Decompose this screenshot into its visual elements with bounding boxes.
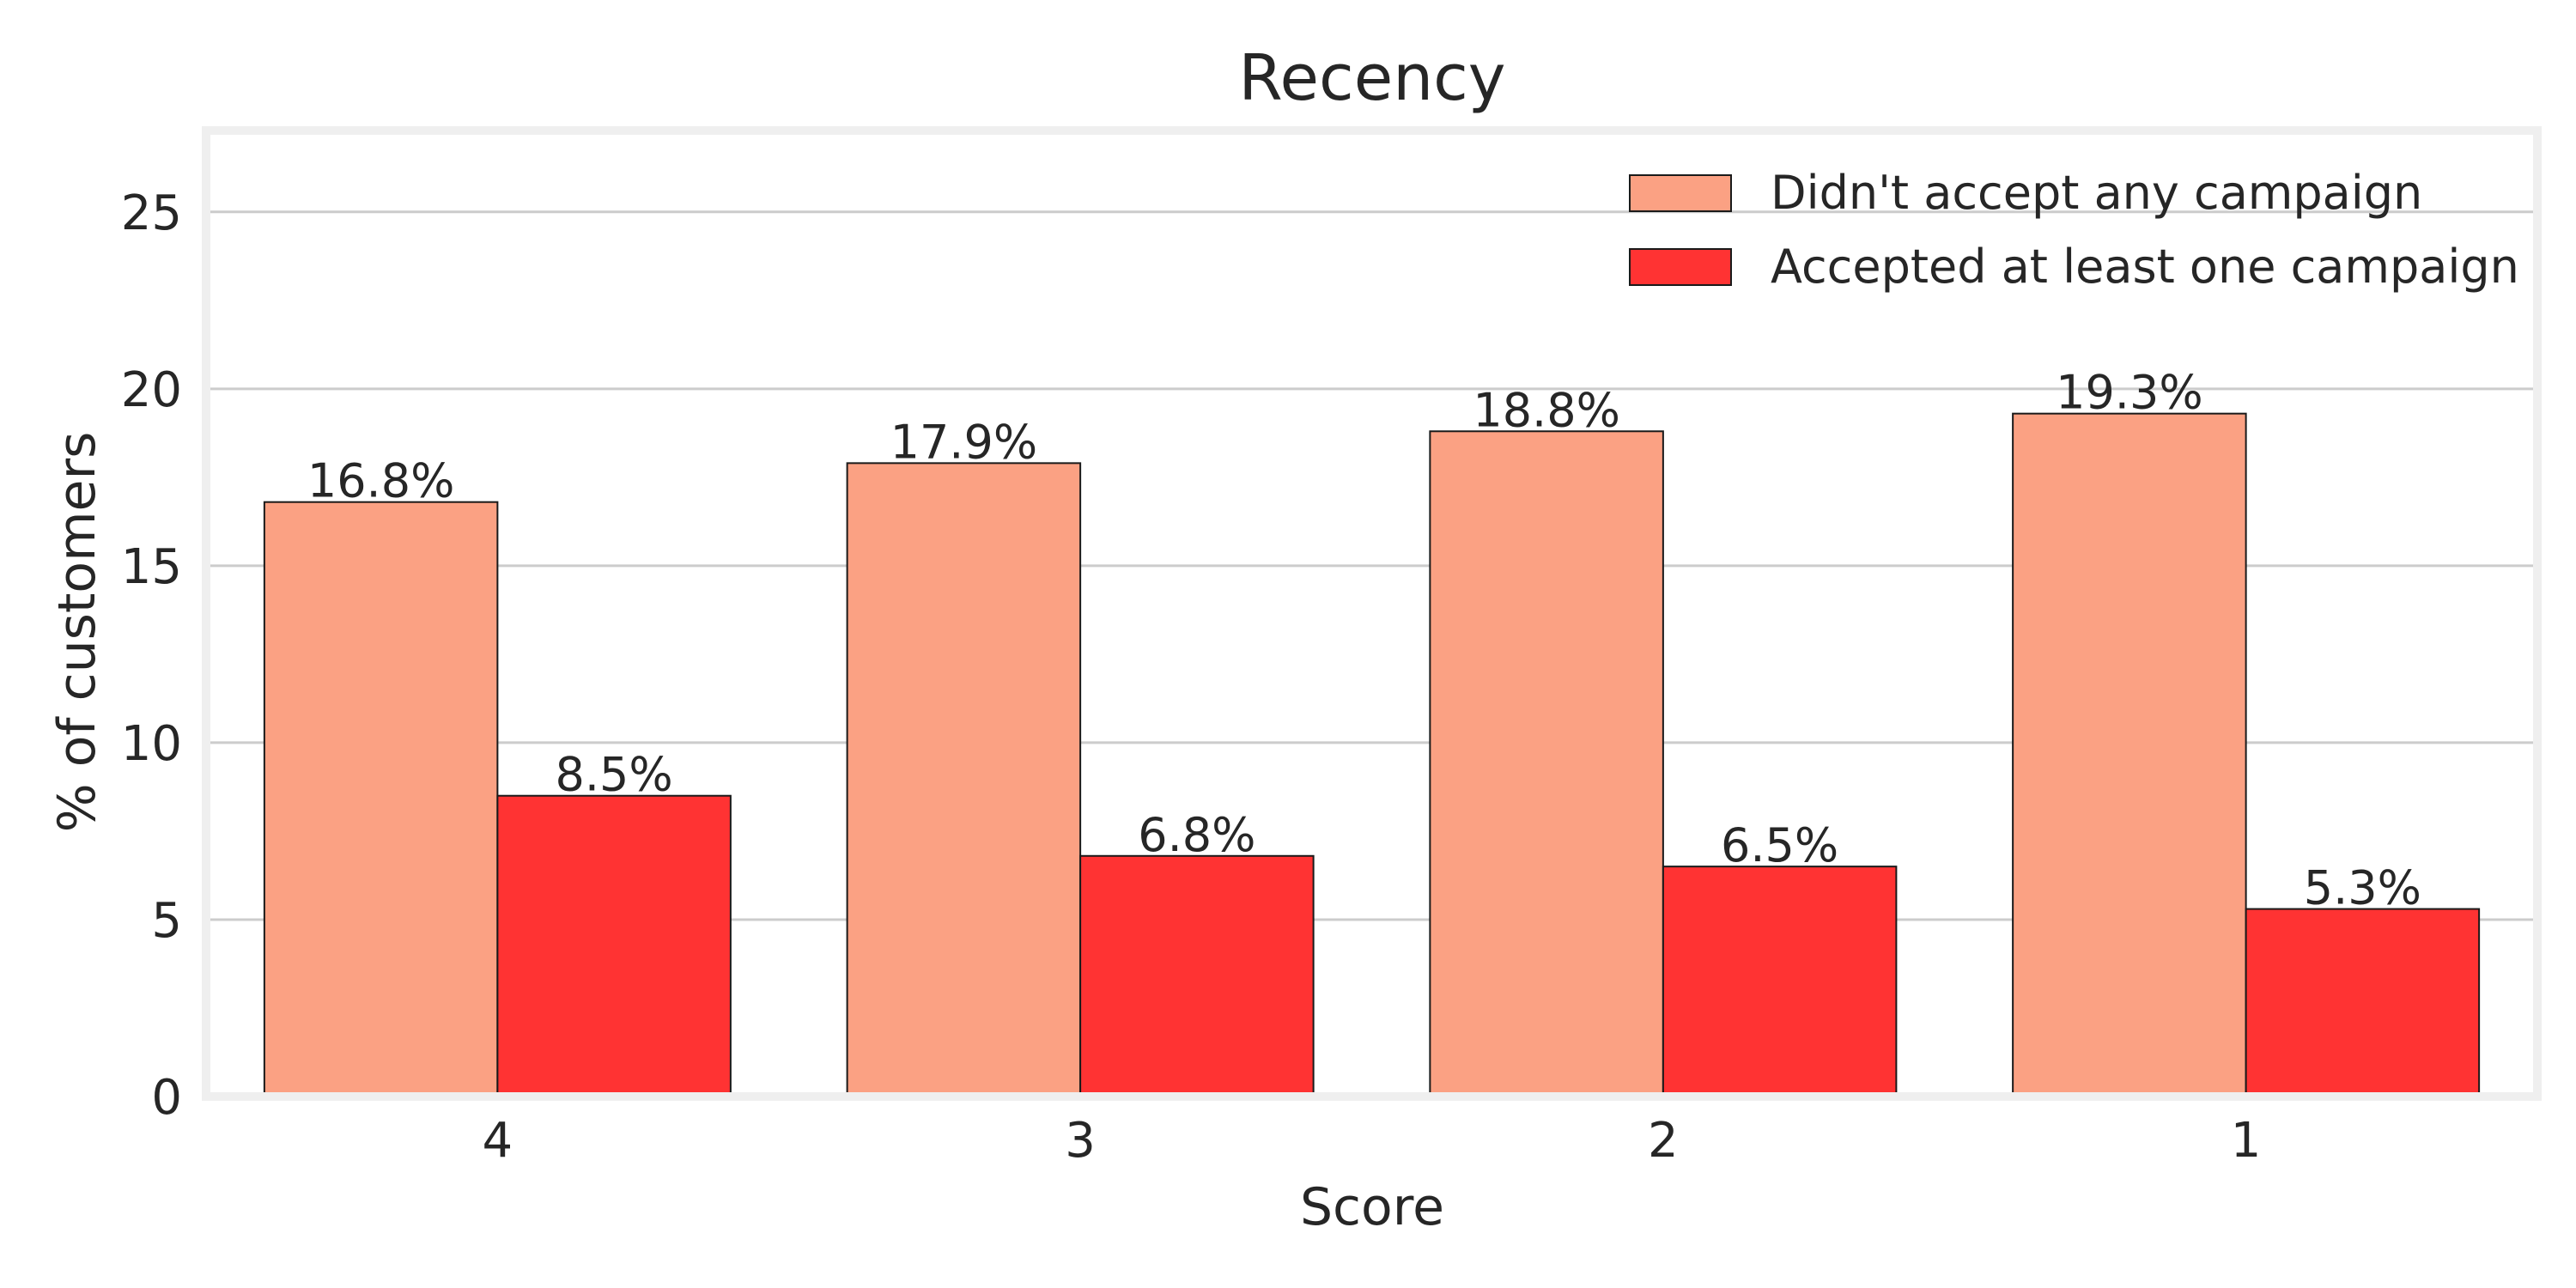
bar-data-label: 16.8% [307, 454, 455, 508]
bar-data-label: 6.8% [1138, 808, 1255, 862]
y-tick-label: 10 [121, 716, 182, 772]
bar [1662, 866, 1898, 1098]
legend-label: Didn't accept any campaign [1771, 166, 2422, 220]
x-tick-label: 2 [1648, 1113, 1679, 1169]
bars-group [263, 412, 2481, 1098]
bar-labels-group: 16.8% 8.5% 17.9% 6.8% 18.8% 6.5% 19.3% 5.3% [307, 366, 2421, 915]
x-tick-label: 3 [1065, 1113, 1096, 1169]
x-ticks: 4 3 2 1 [483, 1113, 2262, 1169]
chart-title: Recency [1238, 41, 1505, 115]
bar-data-label: 5.3% [2304, 861, 2421, 915]
bar [1079, 854, 1315, 1097]
bar-data-label: 6.5% [1721, 818, 1838, 872]
y-tick-label: 15 [121, 539, 182, 595]
bar [2012, 412, 2247, 1097]
bar [2245, 908, 2481, 1097]
bar [1429, 430, 1664, 1097]
bar-data-label: 19.3% [2056, 366, 2203, 420]
bar [846, 462, 1082, 1097]
y-tick-label: 25 [121, 185, 182, 241]
x-tick-label: 1 [2231, 1113, 2262, 1169]
x-axis-label: Score [1300, 1177, 1444, 1237]
y-axis-label: % of customers [47, 432, 107, 833]
legend: Didn't accept any campaign Accepted at le… [1629, 166, 2519, 294]
legend-label: Accepted at least one campaign [1771, 240, 2519, 294]
bar [263, 501, 499, 1097]
bar-data-label: 18.8% [1473, 383, 1620, 437]
plot-frame [202, 126, 2542, 1101]
y-tick-label: 5 [151, 893, 182, 949]
x-tick-label: 4 [483, 1113, 513, 1169]
y-tick-label: 20 [121, 362, 182, 418]
legend-swatch [1629, 174, 1732, 212]
bar-data-label: 8.5% [556, 748, 673, 802]
y-tick-label: 0 [151, 1070, 182, 1126]
legend-swatch [1629, 248, 1732, 286]
bar [496, 794, 732, 1097]
bar-data-label: 17.9% [890, 415, 1038, 469]
y-ticks: 0 5 10 15 20 25 [121, 185, 182, 1126]
